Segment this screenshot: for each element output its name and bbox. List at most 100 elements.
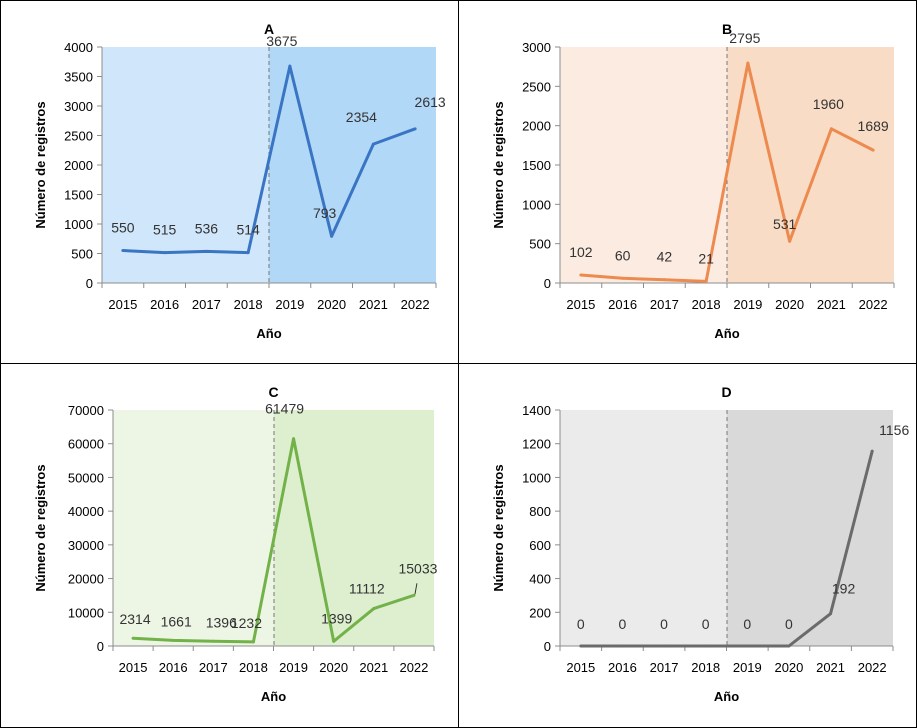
data-point: [788, 239, 792, 243]
y-tick-label: 10000: [68, 605, 104, 620]
x-tick-label: 2018: [234, 297, 263, 312]
x-tick-label: 2018: [692, 297, 721, 312]
x-tick-label: 2018: [239, 660, 268, 675]
x-tick-label: 2015: [119, 660, 148, 675]
data-label: 1960: [813, 96, 844, 112]
data-point: [579, 644, 583, 648]
chart-title: B: [722, 21, 732, 37]
series-line: [122, 64, 416, 255]
x-tick-label: 2019: [733, 297, 762, 312]
y-tick-label: 2500: [522, 79, 551, 94]
data-point: [332, 639, 336, 643]
y-tick-label: 0: [97, 639, 104, 654]
x-tick-label: 2021: [816, 660, 845, 675]
x-tick-label: 2022: [859, 297, 888, 312]
plot-bg-before: [102, 47, 269, 283]
x-tick-label: 2016: [159, 660, 188, 675]
x-tick-label: 2016: [608, 297, 637, 312]
data-label: 61479: [265, 401, 304, 417]
y-tick-label: 2000: [522, 119, 551, 134]
plot-bg-before: [113, 410, 274, 646]
x-tick-label: 2019: [733, 660, 762, 675]
chart-svg: 0 500 1000 1500 2000 2500 3000 2015 2016 2017 2018…: [491, 21, 895, 341]
data-point: [745, 644, 749, 648]
data-point: [662, 278, 666, 282]
y-axis-title: Número de registros: [33, 464, 48, 591]
x-tick-label: 2017: [199, 660, 228, 675]
data-point: [372, 607, 376, 611]
y-tick-label: 30000: [68, 538, 104, 553]
data-point: [204, 249, 208, 253]
x-tick-label: 2020: [775, 297, 804, 312]
y-tick-label: 600: [529, 538, 551, 553]
x-tick-label: 2022: [401, 297, 430, 312]
x-tick-label: 2017: [192, 297, 221, 312]
data-point: [251, 640, 255, 644]
y-tick-label: 800: [529, 504, 551, 519]
chart-svg: 0 500 1000 1500 2000 2500 3000 3500 4000 2015 2016…: [33, 21, 446, 341]
x-tick-label: 2021: [359, 660, 388, 675]
data-label: 3675: [266, 33, 297, 49]
y-tick-label: 1200: [522, 437, 551, 452]
series-line: [132, 437, 415, 644]
series-line: [580, 450, 874, 648]
data-label: 0: [619, 616, 627, 632]
chart-panel-c: 0 10000 20000 30000 40000 50000 60000 70000 2015…: [0, 363, 459, 728]
y-tick-label: 3500: [64, 70, 93, 85]
x-tick-label: 2016: [608, 660, 637, 675]
data-point: [131, 636, 135, 640]
data-point: [704, 279, 708, 283]
y-tick-label: 60000: [68, 437, 104, 452]
chart-title: D: [721, 384, 731, 400]
data-label: 793: [313, 205, 337, 221]
x-axis-title: Año: [261, 689, 286, 704]
x-tick-label: 2021: [359, 297, 388, 312]
data-label: 1232: [231, 615, 262, 631]
plot-bg-before: [560, 410, 727, 646]
chart-svg: 0 10000 20000 30000 40000 50000 60000 70000 2015…: [33, 384, 438, 704]
chart-panel-a: 0 500 1000 1500 2000 2500 3000 3500 4000 2015 2016…: [0, 0, 459, 364]
data-point: [787, 644, 791, 648]
data-label: 192: [832, 581, 856, 597]
data-label: 1156: [879, 422, 909, 438]
y-tick-label: 0: [544, 276, 551, 291]
y-tick-label: 0: [86, 276, 93, 291]
data-label: 21: [698, 250, 714, 266]
y-tick-label: 400: [529, 572, 551, 587]
data-label: 15033: [398, 560, 437, 576]
chart-title: C: [268, 384, 278, 400]
data-point: [746, 61, 750, 65]
data-point: [829, 127, 833, 131]
data-point: [704, 644, 708, 648]
data-point: [870, 449, 874, 453]
data-label: 102: [569, 244, 593, 260]
data-point: [871, 148, 875, 152]
data-point: [246, 251, 250, 255]
data-label: 1399: [321, 610, 352, 626]
data-point: [829, 612, 833, 616]
x-tick-label: 2019: [279, 660, 308, 675]
x-tick-label: 2022: [858, 660, 887, 675]
y-tick-label: 50000: [68, 470, 104, 485]
y-tick-label: 3000: [64, 99, 93, 114]
x-axis-title: Año: [714, 326, 739, 341]
y-tick-label: 40000: [68, 504, 104, 519]
x-tick-label: 2017: [650, 660, 679, 675]
data-point: [620, 644, 624, 648]
data-point: [413, 127, 417, 131]
y-tick-label: 2000: [64, 158, 93, 173]
y-tick-label: 1500: [64, 188, 93, 203]
data-label: 0: [702, 616, 710, 632]
plot-bg-after: [269, 47, 436, 283]
data-point: [412, 593, 416, 597]
data-point: [163, 251, 167, 255]
x-tick-label: 2015: [108, 297, 137, 312]
y-tick-label: 3000: [522, 40, 551, 55]
x-tick-label: 2020: [317, 297, 346, 312]
y-tick-label: 1000: [522, 470, 551, 485]
y-axis-title: Número de registros: [491, 101, 506, 228]
data-label: 0: [785, 616, 793, 632]
data-point: [371, 142, 375, 146]
data-label: 536: [195, 220, 219, 236]
x-tick-label: 2017: [650, 297, 679, 312]
